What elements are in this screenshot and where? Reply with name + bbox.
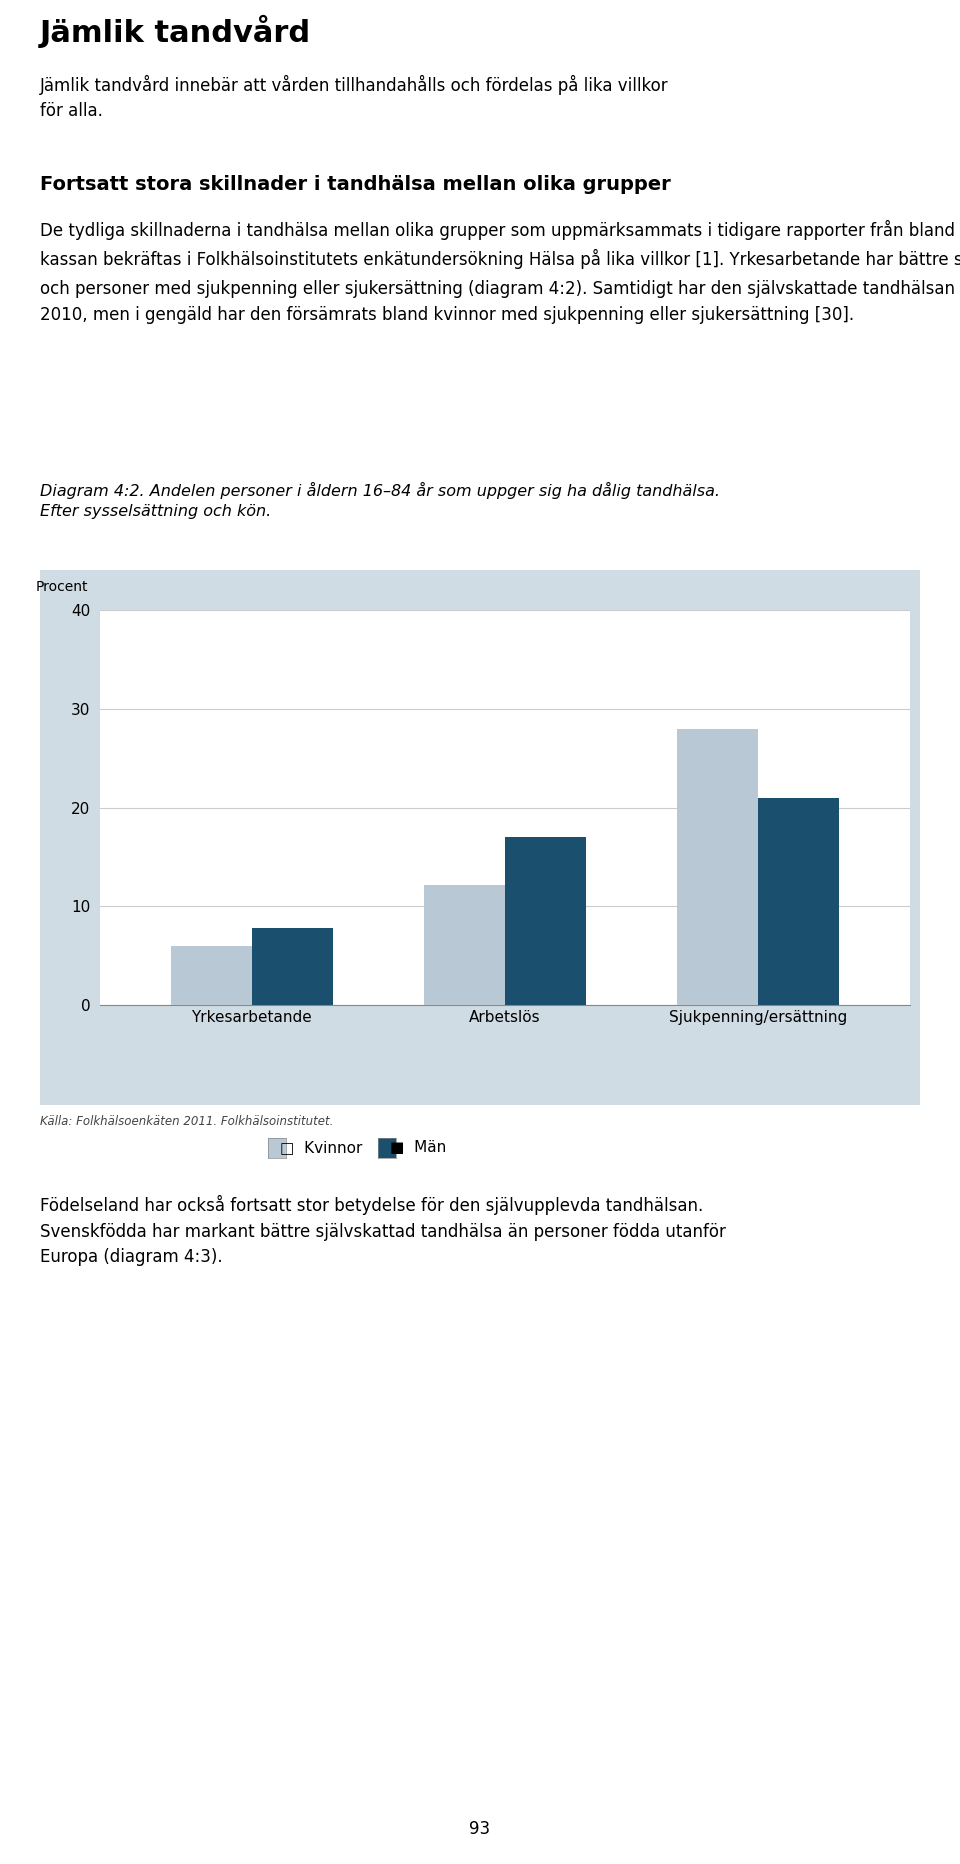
Text: ■  Män: ■ Män (390, 1141, 446, 1156)
Text: De tydliga skillnaderna i tandhälsa mellan olika grupper som uppmärksammats i ti: De tydliga skillnaderna i tandhälsa mell… (40, 220, 960, 324)
Text: Procent: Procent (36, 580, 87, 595)
Bar (424, 885, 505, 1005)
Text: Diagram 4:2. Andelen personer i åldern 16–84 år som uppger sig ha dålig tandhäls: Diagram 4:2. Andelen personer i åldern 1… (40, 483, 720, 518)
Text: Källa: Folkhälsoenkäten 2011. Folkhälsoinstitutet.: Källa: Folkhälsoenkäten 2011. Folkhälsoi… (40, 1115, 333, 1128)
Text: 93: 93 (469, 1819, 491, 1838)
Text: Jämlik tandvård innebär att vården tillhandahålls och fördelas på lika villkor
f: Jämlik tandvård innebär att vården tillh… (40, 75, 668, 119)
Bar (677, 729, 758, 1005)
Text: Fortsatt stora skillnader i tandhälsa mellan olika grupper: Fortsatt stora skillnader i tandhälsa me… (40, 175, 671, 194)
Bar (252, 928, 333, 1005)
Text: Födelseland har också fortsatt stor betydelse för den självupplevda tandhälsan.
: Födelseland har också fortsatt stor bety… (40, 1195, 726, 1266)
Text: □  Kvinnor: □ Kvinnor (280, 1141, 362, 1156)
Bar (758, 798, 839, 1005)
Text: Jämlik tandvård: Jämlik tandvård (40, 15, 311, 48)
Bar (171, 945, 252, 1005)
Bar (505, 837, 586, 1005)
